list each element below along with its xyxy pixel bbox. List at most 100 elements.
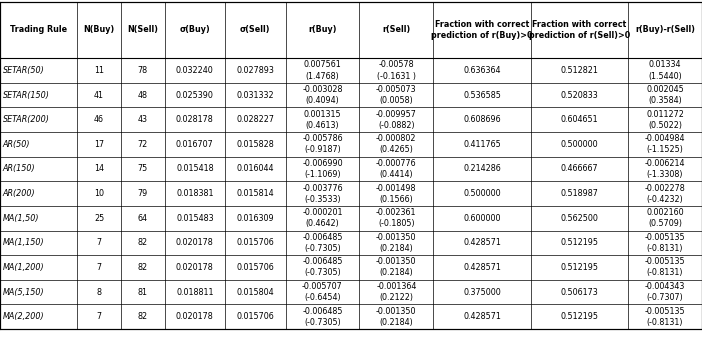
Text: σ(Buy): σ(Buy) [180, 25, 210, 35]
Text: Fraction with correct
prediction of r(Buy)>0: Fraction with correct prediction of r(Bu… [431, 20, 533, 40]
Text: -0.006485
(-0.7305): -0.006485 (-0.7305) [302, 233, 343, 253]
Text: -0.000201
(0.4642): -0.000201 (0.4642) [302, 208, 343, 228]
Text: 0.428571: 0.428571 [463, 312, 501, 321]
Text: Fraction with correct
prediction of r(Sell)>0: Fraction with correct prediction of r(Se… [529, 20, 630, 40]
Text: 0.020178: 0.020178 [176, 312, 213, 321]
Text: -0.005073
(0.0058): -0.005073 (0.0058) [376, 85, 417, 105]
Text: 64: 64 [138, 214, 147, 223]
Text: -0.000802
(0.4265): -0.000802 (0.4265) [376, 134, 416, 154]
Text: 14: 14 [94, 165, 104, 173]
Text: SETAR(150): SETAR(150) [3, 91, 50, 100]
Text: 0.027893: 0.027893 [237, 66, 274, 75]
Text: -0.001350
(0.2184): -0.001350 (0.2184) [376, 258, 416, 277]
Text: 75: 75 [138, 165, 148, 173]
Text: 0.020178: 0.020178 [176, 238, 213, 247]
Text: 0.015706: 0.015706 [237, 238, 274, 247]
Text: N(Sell): N(Sell) [127, 25, 158, 35]
Text: 11: 11 [94, 66, 104, 75]
Text: 0.536585: 0.536585 [463, 91, 501, 100]
Text: 0.018811: 0.018811 [176, 288, 213, 297]
Text: SETAR(200): SETAR(200) [3, 115, 50, 124]
Text: MA(1,50): MA(1,50) [3, 214, 39, 223]
Text: 0.028227: 0.028227 [237, 115, 274, 124]
Text: 81: 81 [138, 288, 147, 297]
Text: 0.604651: 0.604651 [561, 115, 598, 124]
Text: -0.00578
(-0.1631 ): -0.00578 (-0.1631 ) [377, 61, 416, 80]
Text: 0.214286: 0.214286 [463, 165, 501, 173]
Text: -0.001364
(0.2122): -0.001364 (0.2122) [376, 282, 416, 302]
Text: 0.018381: 0.018381 [176, 189, 213, 198]
Text: -0.005135
(-0.8131): -0.005135 (-0.8131) [644, 233, 685, 253]
Text: 41: 41 [94, 91, 104, 100]
Text: 0.636364: 0.636364 [463, 66, 501, 75]
Text: 82: 82 [138, 263, 148, 272]
Text: 0.428571: 0.428571 [463, 263, 501, 272]
Text: -0.005707
(-0.6454): -0.005707 (-0.6454) [302, 282, 343, 302]
Text: 7: 7 [96, 238, 102, 247]
Text: 0.01334
(1.5440): 0.01334 (1.5440) [648, 61, 682, 80]
Text: -0.006214
(-1.3308): -0.006214 (-1.3308) [645, 159, 685, 179]
Text: MA(1,150): MA(1,150) [3, 238, 44, 247]
Text: 0.016707: 0.016707 [176, 140, 213, 149]
Text: MA(5,150): MA(5,150) [3, 288, 44, 297]
Text: -0.002361
(-0.1805): -0.002361 (-0.1805) [376, 208, 416, 228]
Text: -0.002278
(-0.4232): -0.002278 (-0.4232) [644, 184, 685, 203]
Text: -0.001350
(0.2184): -0.001350 (0.2184) [376, 233, 416, 253]
Text: -0.006485
(-0.7305): -0.006485 (-0.7305) [302, 258, 343, 277]
Text: 0.032240: 0.032240 [176, 66, 213, 75]
Text: 0.375000: 0.375000 [463, 288, 501, 297]
Text: MA(1,200): MA(1,200) [3, 263, 44, 272]
Text: 78: 78 [138, 66, 148, 75]
Text: 82: 82 [138, 238, 148, 247]
Text: 0.466667: 0.466667 [561, 165, 598, 173]
Text: 0.011272
(0.5022): 0.011272 (0.5022) [646, 110, 684, 130]
Text: -0.001498
(0.1566): -0.001498 (0.1566) [376, 184, 416, 203]
Text: 0.015804: 0.015804 [237, 288, 274, 297]
Text: 82: 82 [138, 312, 148, 321]
Text: -0.006990
(-1.1069): -0.006990 (-1.1069) [302, 159, 343, 179]
Text: 0.608696: 0.608696 [463, 115, 501, 124]
Text: 0.518987: 0.518987 [560, 189, 598, 198]
Text: 0.600000: 0.600000 [463, 214, 501, 223]
Text: 0.015814: 0.015814 [237, 189, 274, 198]
Text: -0.005786
(-0.9187): -0.005786 (-0.9187) [302, 134, 343, 154]
Text: 25: 25 [94, 214, 104, 223]
Text: 43: 43 [138, 115, 147, 124]
Text: -0.003028
(0.4094): -0.003028 (0.4094) [302, 85, 343, 105]
Text: -0.004984
(-1.1525): -0.004984 (-1.1525) [645, 134, 685, 154]
Text: 48: 48 [138, 91, 147, 100]
Text: 0.016044: 0.016044 [237, 165, 274, 173]
Text: 0.428571: 0.428571 [463, 238, 501, 247]
Text: AR(150): AR(150) [3, 165, 35, 173]
Text: -0.003776
(-0.3533): -0.003776 (-0.3533) [302, 184, 343, 203]
Text: 0.512195: 0.512195 [560, 238, 598, 247]
Text: SETAR(50): SETAR(50) [3, 66, 44, 75]
Text: r(Sell): r(Sell) [382, 25, 411, 35]
Text: 0.031332: 0.031332 [237, 91, 274, 100]
Text: 0.025390: 0.025390 [176, 91, 213, 100]
Text: 0.500000: 0.500000 [463, 189, 501, 198]
Text: 8: 8 [97, 288, 102, 297]
Text: 7: 7 [96, 312, 102, 321]
Text: 0.015706: 0.015706 [237, 263, 274, 272]
Text: 10: 10 [94, 189, 104, 198]
Text: 72: 72 [138, 140, 148, 149]
Text: 46: 46 [94, 115, 104, 124]
Text: Trading Rule: Trading Rule [10, 25, 67, 35]
Text: 0.411765: 0.411765 [463, 140, 501, 149]
Text: r(Buy): r(Buy) [308, 25, 337, 35]
Text: N(Buy): N(Buy) [84, 25, 114, 35]
Text: 0.506173: 0.506173 [560, 288, 598, 297]
Text: AR(200): AR(200) [3, 189, 35, 198]
Text: 0.028178: 0.028178 [176, 115, 213, 124]
Text: -0.001350
(0.2184): -0.001350 (0.2184) [376, 307, 416, 327]
Text: 0.512195: 0.512195 [560, 312, 598, 321]
Text: -0.009957
(-0.0882): -0.009957 (-0.0882) [376, 110, 417, 130]
Text: 79: 79 [138, 189, 148, 198]
Text: 0.500000: 0.500000 [561, 140, 598, 149]
Text: σ(Sell): σ(Sell) [240, 25, 270, 35]
Text: 0.562500: 0.562500 [560, 214, 598, 223]
Text: -0.006485
(-0.7305): -0.006485 (-0.7305) [302, 307, 343, 327]
Text: r(Buy)-r(Sell): r(Buy)-r(Sell) [635, 25, 695, 35]
Text: 7: 7 [96, 263, 102, 272]
